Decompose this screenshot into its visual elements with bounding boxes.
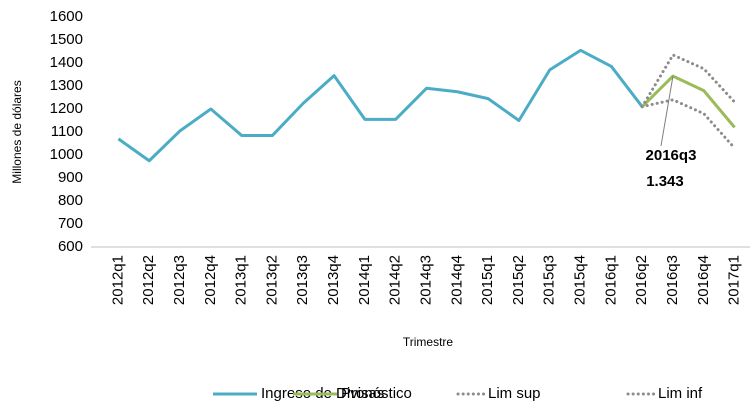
y-tick-label: 700 — [58, 215, 83, 232]
y-tick-label: 1600 — [50, 8, 83, 25]
leader-line — [660, 76, 674, 147]
x-tick-label: 2015q1 — [479, 255, 496, 305]
series-line — [640, 98, 737, 150]
y-tick-label: 1100 — [51, 123, 83, 140]
annotation-label: 2016q3 — [646, 147, 697, 164]
series-line — [117, 48, 644, 163]
series-line — [641, 74, 736, 129]
legend-label: Lim inf — [658, 385, 703, 402]
x-tick-label: 2013q3 — [294, 255, 311, 305]
y-axis-title: Millones de dólares — [10, 80, 24, 183]
x-tick-label: 2016q3 — [664, 255, 681, 305]
series-line — [640, 53, 737, 109]
y-tick-label: 1400 — [50, 54, 83, 71]
x-tick-label: 2012q4 — [202, 255, 219, 305]
y-tick-label: 900 — [58, 169, 83, 186]
x-tick-label: 2014q1 — [356, 255, 373, 305]
x-tick-label: 2016q4 — [695, 255, 712, 305]
y-tick-label: 600 — [58, 238, 83, 255]
legend-label: Pronóstico — [341, 385, 412, 402]
x-tick-label: 2014q3 — [417, 255, 434, 305]
y-tick-label: 1500 — [50, 31, 83, 48]
x-tick-label: 2014q2 — [387, 255, 404, 305]
x-tick-label: 2017q1 — [726, 255, 743, 305]
y-tick-label: 1200 — [50, 100, 83, 117]
y-tick-label: 1300 — [50, 77, 83, 94]
annotation-value: 1.343 — [646, 173, 684, 190]
y-tick-label: 1000 — [50, 146, 83, 163]
legend-label: Lim sup — [488, 385, 541, 402]
x-axis-title: Trimestre — [403, 335, 454, 349]
x-tick-label: 2015q4 — [572, 255, 589, 305]
x-tick-label: 2015q3 — [541, 255, 558, 305]
x-tick-label: 2014q4 — [448, 255, 465, 305]
x-tick-label: 2015q2 — [510, 255, 527, 305]
x-tick-label: 2012q3 — [171, 255, 188, 305]
x-tick-label: 2016q1 — [602, 255, 619, 305]
x-tick-label: 2013q2 — [263, 255, 280, 305]
x-tick-label: 2012q2 — [140, 255, 157, 305]
x-tick-label: 2016q2 — [633, 255, 650, 305]
x-tick-label: 2013q1 — [233, 255, 250, 305]
y-tick-label: 800 — [58, 192, 83, 209]
x-tick-label: 2012q1 — [109, 255, 126, 305]
x-tick-label: 2013q4 — [325, 255, 342, 305]
